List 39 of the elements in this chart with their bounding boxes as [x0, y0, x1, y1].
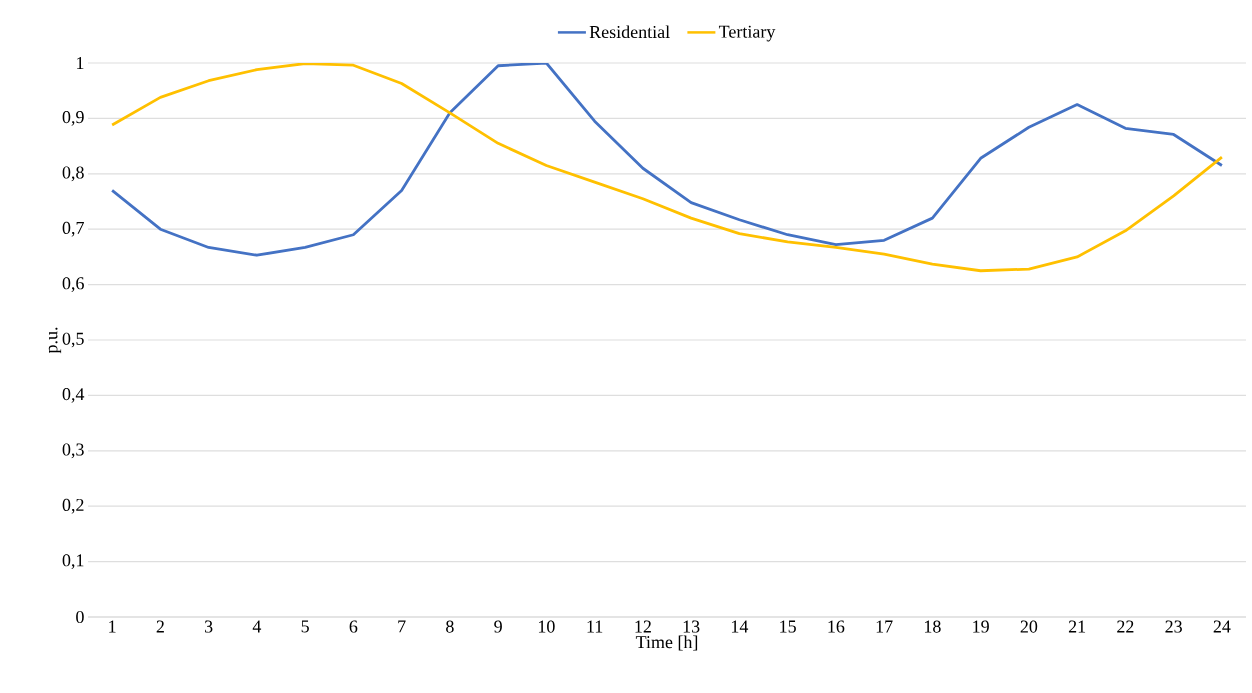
legend-label: Tertiary: [718, 25, 776, 42]
y-tick-label: 1: [77, 57, 84, 69]
x-tick-label: 23: [1165, 620, 1182, 633]
y-tick-label: 0,8: [62, 166, 84, 182]
x-tick-label: 21: [1068, 620, 1086, 633]
x-axis-title: Time [h]: [635, 635, 698, 651]
x-tick-label: 6: [349, 620, 358, 633]
x-tick-label: 18: [924, 620, 941, 633]
x-tick-label: 24: [1213, 620, 1231, 633]
x-tick-label: 14: [731, 620, 749, 633]
y-tick-label: 0: [76, 610, 84, 624]
y-tick-label: 0,3: [62, 443, 84, 459]
y-tick-label: 0,2: [62, 498, 84, 514]
x-tick-label: 12: [635, 620, 651, 633]
x-tick-label: 16: [828, 620, 845, 633]
legend-label: Residential: [589, 25, 670, 39]
x-tick-label: 19: [973, 620, 989, 633]
y-tick-label: 0,6: [62, 277, 84, 292]
y-tick-label: 0,4: [62, 388, 85, 403]
x-tick-label: 3: [204, 620, 213, 633]
x-tick-label: 9: [494, 620, 502, 633]
y-tick-label: 0,9: [62, 111, 84, 126]
x-tick-label: 2: [156, 620, 164, 633]
y-tick-label: 0,5: [62, 332, 84, 348]
x-tick-label: 11: [587, 620, 603, 633]
x-tick-label: 4: [252, 620, 262, 633]
x-tick-label: 10: [538, 620, 555, 633]
x-tick-label: 17: [876, 620, 893, 633]
x-tick-label: 20: [1020, 620, 1038, 633]
x-tick-label: 13: [683, 620, 700, 633]
y-tick-label: 0,1: [62, 554, 84, 569]
x-tick-label: 5: [301, 620, 309, 633]
y-axis-title: p.u.: [48, 327, 62, 354]
x-tick-label: 7: [398, 620, 406, 633]
y-tick-label: 0,7: [62, 221, 84, 237]
x-tick-label: 22: [1117, 620, 1134, 633]
x-tick-label: 15: [780, 620, 796, 633]
x-tick-label: 8: [446, 620, 454, 633]
x-tick-label: 1: [109, 620, 116, 633]
